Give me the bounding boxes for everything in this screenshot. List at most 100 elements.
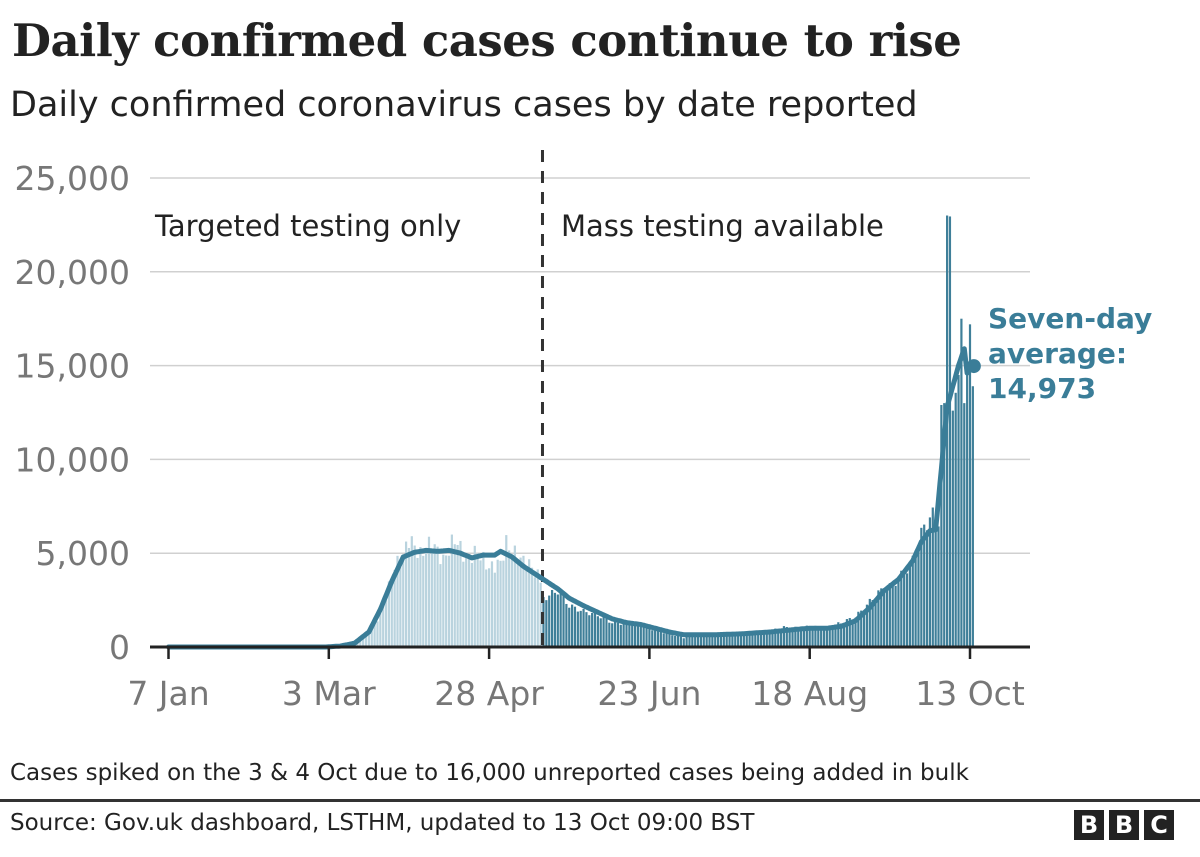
x-tick-label: 13 Oct [915,674,1025,713]
bbc-logo-letter: C [1144,810,1174,840]
daily-bar [848,618,851,647]
daily-bar [714,636,717,647]
daily-bar [651,630,654,647]
daily-bar [479,560,482,647]
daily-bar [905,573,909,647]
daily-bar [842,622,846,647]
daily-bar [925,530,929,647]
daily-bar [934,518,937,647]
daily-bar [871,600,874,647]
daily-bar [556,594,559,647]
daily-bar [857,611,860,647]
daily-bar [642,626,645,647]
daily-bar [868,598,871,647]
daily-bar [837,622,840,647]
daily-bar [880,588,883,647]
daily-bar [502,560,505,647]
source-text: Source: Gov.uk dashboard, LSTHM, updated… [10,810,755,836]
daily-bar [419,547,422,647]
daily-bar [605,618,608,647]
daily-bar [622,623,625,647]
daily-bar [737,634,740,647]
daily-bar [954,392,957,647]
daily-bar [593,612,597,647]
daily-bar [427,536,431,647]
daily-bar [937,526,940,647]
daily-bar [728,634,731,647]
chart-subtitle: Daily confirmed coronavirus cases by dat… [10,85,918,125]
footer-rule [0,799,1200,802]
daily-bar [645,625,648,647]
daily-bar [711,635,714,647]
daily-bar [410,536,413,647]
daily-bar [550,589,554,647]
daily-bar [548,595,551,647]
daily-bar [536,569,539,647]
daily-bar [639,625,642,647]
daily-bar [422,555,425,647]
daily-bar [613,621,617,647]
daily-bar [553,592,557,647]
bbc-logo-letter: B [1109,810,1139,840]
daily-bar [908,561,911,647]
daily-bar [384,600,388,647]
daily-bar [447,555,451,647]
region-label-targeted-testing: Targeted testing only [154,209,461,243]
daily-bar [467,553,471,647]
daily-bar [808,627,811,647]
daily-bar [831,627,834,647]
daily-bar [699,633,703,647]
daily-bar [516,563,519,647]
daily-bar [608,622,611,647]
daily-bar [865,604,869,647]
daily-bar [470,562,474,647]
daily-bar [940,404,943,647]
y-tick-label: 25,000 [15,159,130,198]
daily-bar [442,554,445,647]
y-axis-labels: 0 5,000 10,000 15,000 20,000 25,000 [15,159,130,667]
daily-bar [425,551,428,647]
daily-bar [862,610,866,647]
daily-bar [702,635,705,647]
daily-bar [708,634,711,647]
daily-bar [805,625,808,647]
daily-bar [897,578,900,647]
daily-bar [754,632,757,647]
daily-bar [717,635,720,647]
daily-bar [493,572,496,647]
gridlines [150,177,1030,554]
daily-bar [742,632,745,647]
daily-bar [662,633,665,647]
daily-bar [407,547,411,647]
x-axis-ticks: 7 Jan 3 Mar 28 Apr 23 Jun 18 Aug 13 Oct [127,647,1025,713]
chart-plot: Targeted testing only Mass testing avail… [15,150,1152,713]
daily-bar [696,633,700,647]
daily-bar [636,623,640,647]
daily-bar [825,626,828,647]
daily-bar [465,555,468,647]
daily-bar [891,582,894,647]
daily-bar [817,626,820,647]
daily-bar [739,633,743,647]
daily-bar [482,551,485,647]
daily-bar [722,634,725,647]
daily-bar [599,618,602,647]
daily-bar [928,517,932,647]
daily-bar [619,624,622,647]
daily-bar [656,629,660,647]
daily-bar [951,410,954,647]
daily-bar [963,403,966,647]
daily-bar [785,627,788,647]
daily-bar [923,524,926,647]
daily-bar [456,545,459,647]
x-tick-label: 7 Jan [127,674,209,713]
daily-bar [719,634,723,647]
daily-bar [573,606,577,647]
region-label-mass-testing: Mass testing available [561,209,884,243]
footnote: Cases spiked on the 3 & 4 Oct due to 16,… [10,760,969,786]
daily-bar [373,622,376,647]
y-tick-label: 10,000 [15,440,130,479]
daily-bar [370,628,373,647]
daily-bar [794,626,797,647]
daily-bar [445,555,448,647]
